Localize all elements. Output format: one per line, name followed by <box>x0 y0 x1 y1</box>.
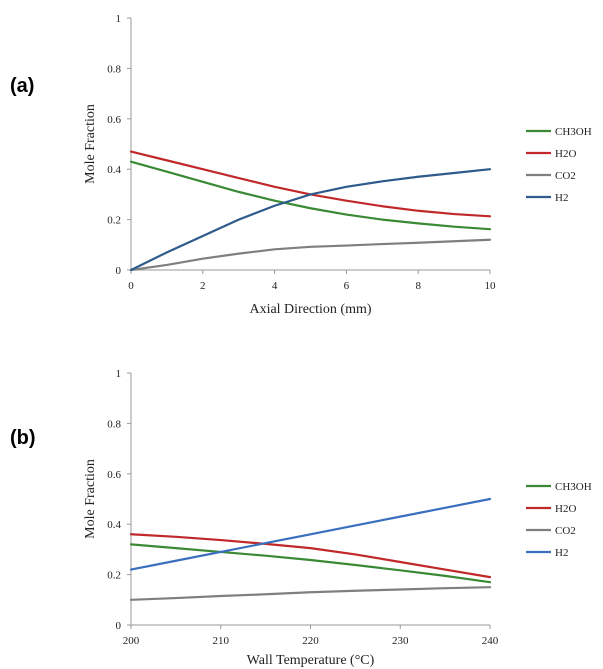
y-tick-label: 0.6 <box>107 469 121 481</box>
y-tick-label: 0.8 <box>107 63 121 75</box>
x-axis-title: Axial Direction (mm) <box>249 302 371 317</box>
y-tick-label: 1 <box>116 368 122 380</box>
y-tick-label: 1 <box>116 13 122 25</box>
panel-label: (a) <box>10 75 34 97</box>
legend-label-ch3oh: CH3OH <box>555 481 592 493</box>
series-line-co2 <box>129 586 492 601</box>
series-line-h2o <box>129 533 492 579</box>
y-axis-title: Mole Fraction <box>83 459 98 539</box>
legend-label-h2: H2 <box>555 547 568 559</box>
y-tick-label: 0.6 <box>107 114 121 126</box>
y-tick-label: 0.2 <box>107 215 121 227</box>
legend-label-ch3oh: CH3OH <box>555 126 592 138</box>
x-tick-label: 10 <box>485 280 497 292</box>
y-tick-label: 0 <box>116 620 122 632</box>
y-axis-title: Mole Fraction <box>83 104 98 184</box>
x-tick-label: 0 <box>128 280 134 292</box>
x-axis-title: Wall Temperature (°C) <box>247 653 375 668</box>
legend-label-co2: CO2 <box>555 525 576 537</box>
series-line-co2 <box>129 238 492 272</box>
x-tick-label: 8 <box>415 280 421 292</box>
y-tick-label: 0.2 <box>107 570 121 582</box>
x-tick-label: 240 <box>482 635 499 647</box>
x-tick-label: 220 <box>302 635 319 647</box>
legend-label-co2: CO2 <box>555 170 576 182</box>
series-line-ch3oh <box>129 160 492 231</box>
legend-label-h2o: H2O <box>555 148 576 160</box>
x-tick-label: 210 <box>213 635 230 647</box>
series-line-h2 <box>129 168 492 272</box>
x-tick-label: 230 <box>392 635 409 647</box>
x-tick-label: 2 <box>200 280 206 292</box>
series-line-ch3oh <box>129 543 492 584</box>
y-tick-label: 0 <box>116 265 122 277</box>
y-tick-label: 0.4 <box>107 519 121 531</box>
y-tick-label: 0.8 <box>107 418 121 430</box>
x-tick-label: 200 <box>123 635 140 647</box>
y-tick-label: 0.4 <box>107 164 121 176</box>
x-tick-label: 4 <box>272 280 278 292</box>
series-line-h2o <box>129 150 492 218</box>
x-tick-label: 6 <box>344 280 350 292</box>
panel-label: (b) <box>10 427 36 449</box>
legend-label-h2o: H2O <box>555 503 576 515</box>
legend-label-h2: H2 <box>555 192 568 204</box>
series-line-h2 <box>129 497 492 571</box>
